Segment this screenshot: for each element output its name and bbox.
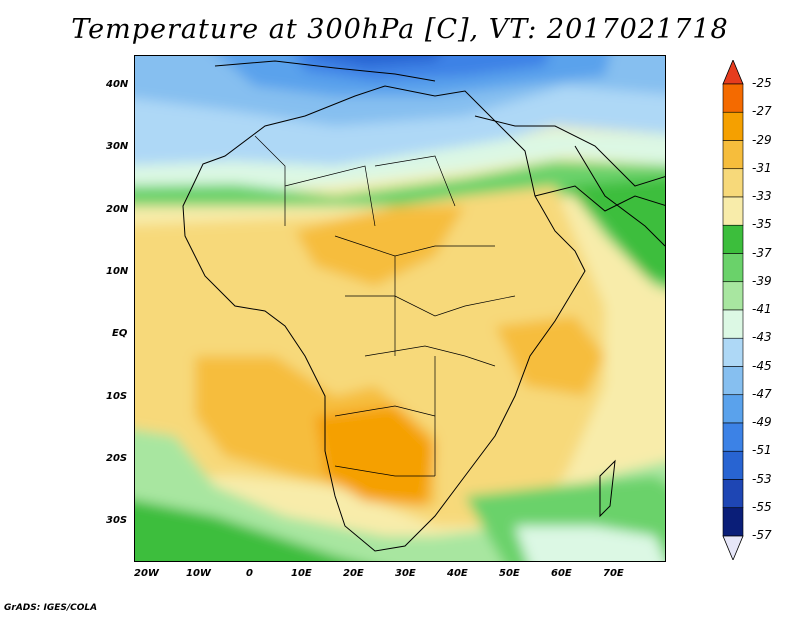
colorbar-top-arrow — [722, 60, 744, 85]
colorbar-label: -47 — [752, 386, 772, 401]
colorbar-label: -33 — [752, 189, 772, 203]
colorbar-bottom-arrow — [722, 535, 744, 560]
lat-label: 10N — [106, 266, 129, 277]
lat-label: 30S — [106, 515, 128, 526]
lat-label: 40N — [106, 79, 129, 90]
colorbar-cell — [722, 337, 744, 367]
colorbar-cell — [722, 224, 744, 254]
lon-label: 30E — [395, 568, 416, 579]
colorbar-label: -37 — [752, 245, 772, 260]
colorbar-label: -29 — [752, 132, 772, 147]
lat-label: 10S — [106, 391, 128, 402]
colorbar-label: -51 — [752, 443, 772, 458]
colorbar-label: -57 — [752, 528, 772, 542]
map-title: Temperature at 300hPa [C], VT: 201702171… — [71, 14, 729, 45]
colorbar-cell — [722, 422, 744, 452]
colorbar-label: -43 — [752, 330, 772, 345]
lon-label: 10W — [186, 568, 211, 579]
lon-label: 20W — [134, 568, 159, 579]
colorbar — [722, 60, 744, 560]
lat-label: EQ — [112, 328, 128, 339]
lat-label: 20N — [106, 204, 129, 215]
colorbar-label: -45 — [752, 358, 772, 373]
colorbar-cell — [722, 507, 744, 537]
colorbar-label: -55 — [752, 499, 772, 514]
colorbar-cell — [722, 140, 744, 170]
colorbar-cell — [722, 281, 744, 311]
lat-label: 30N — [106, 141, 129, 152]
colorbar-cell — [722, 394, 744, 424]
colorbar-cell — [722, 366, 744, 396]
colorbar-cell — [722, 479, 744, 509]
colorbar-label: -53 — [752, 471, 772, 486]
colorbar-cell — [722, 168, 744, 198]
colorbar-label: -31 — [752, 160, 772, 175]
colorbar-label: -27 — [752, 104, 772, 119]
footer-credit: GrADS: IGES/COLA — [4, 603, 98, 613]
colorbar-label: -49 — [752, 415, 772, 429]
lat-label: 20S — [106, 453, 128, 464]
colorbar-label: -39 — [752, 273, 772, 288]
coastlines — [182, 60, 665, 552]
lon-label: 0 — [246, 568, 253, 579]
country-borders — [254, 135, 516, 477]
colorbar-cell — [722, 309, 744, 339]
lon-label: 20E — [343, 568, 364, 579]
colorbar-cell — [722, 450, 744, 480]
lon-label: 60E — [551, 568, 572, 579]
temperature-field — [135, 56, 665, 561]
colorbar-cell — [722, 253, 744, 283]
colorbar-cell — [722, 83, 744, 113]
colorbar-label: -35 — [752, 217, 772, 232]
colorbar-cell — [722, 196, 744, 226]
temperature-fill — [135, 56, 665, 561]
lon-label: 50E — [499, 568, 520, 579]
colorbar-cell — [722, 111, 744, 141]
colorbar-label: -25 — [752, 76, 772, 90]
colorbar-label: -41 — [752, 302, 772, 316]
lon-label: 10E — [291, 568, 312, 579]
lon-label: 70E — [603, 568, 624, 579]
lon-label: 40E — [447, 568, 468, 579]
temperature-map — [134, 55, 666, 562]
